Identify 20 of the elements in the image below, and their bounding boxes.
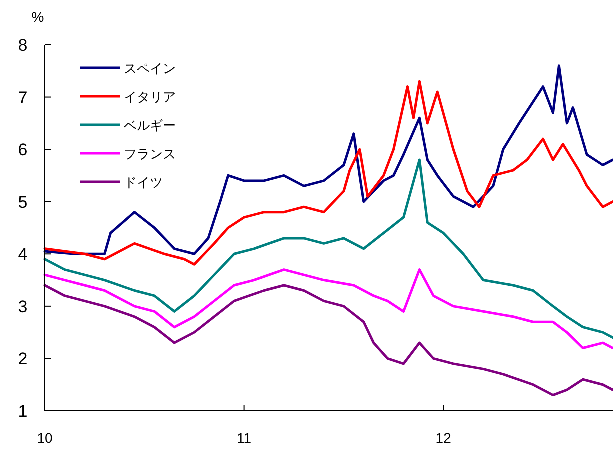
y-tick-label: 6 xyxy=(18,140,28,160)
y-axis-title: % xyxy=(32,9,44,25)
legend-label: ベルギー xyxy=(124,118,176,133)
y-tick-label: 4 xyxy=(18,245,28,264)
line-series xyxy=(44,268,613,350)
y-tick-label: 3 xyxy=(18,297,28,316)
y-tick-label: 5 xyxy=(18,192,28,212)
line-series xyxy=(44,284,613,397)
y-tick-label: 8 xyxy=(18,36,28,55)
y-tick-label: 1 xyxy=(18,402,28,421)
x-tick-label: 11 xyxy=(237,430,252,446)
legend-label: ドイツ xyxy=(124,175,163,190)
line-series xyxy=(44,158,613,340)
y-tick-label: 7 xyxy=(18,88,28,108)
x-tick-label: 10 xyxy=(37,430,53,446)
legend-label: イタリア xyxy=(124,90,176,104)
legend-label: スペイン xyxy=(124,61,176,76)
y-tick-label: 2 xyxy=(18,350,28,369)
x-tick-label: 12 xyxy=(436,430,452,446)
legend-label: フランス xyxy=(124,146,176,162)
